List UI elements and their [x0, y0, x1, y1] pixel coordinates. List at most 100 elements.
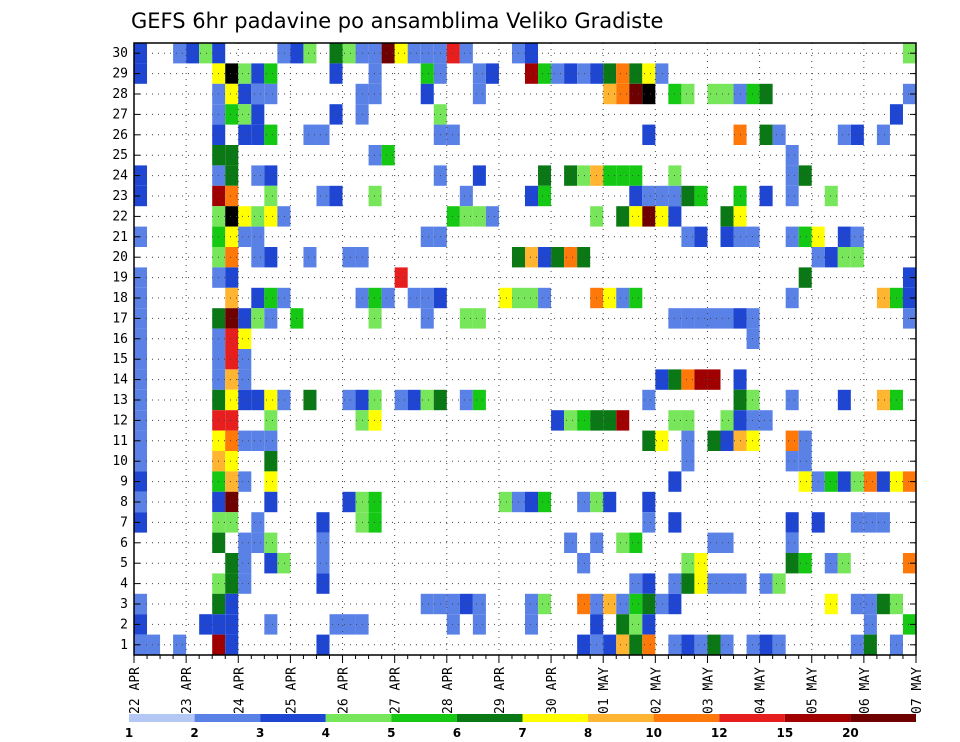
heatmap-cell — [446, 614, 460, 635]
heatmap-cell — [603, 287, 617, 309]
x-tick-label: 29 APR — [493, 667, 508, 714]
heatmap-cell — [681, 308, 695, 329]
heatmap-cell — [681, 369, 695, 390]
heatmap-cell — [863, 634, 877, 655]
y-tick-label: 22 — [112, 209, 128, 224]
heatmap-cell — [329, 104, 343, 125]
heatmap-cell — [368, 43, 382, 64]
heatmap-cell — [472, 308, 486, 329]
heatmap-cell — [173, 43, 187, 64]
heatmap-cell — [616, 532, 630, 553]
heatmap-cell — [577, 634, 591, 655]
heatmap-cell — [876, 471, 890, 492]
heatmap-cell — [225, 389, 239, 411]
heatmap-cell — [629, 206, 643, 227]
colorbar-swatch — [260, 714, 326, 722]
heatmap-cell — [329, 63, 343, 84]
y-axis: 1234567891011121314151617181920212223242… — [112, 46, 916, 653]
chart-title: GEFS 6hr padavine po ansamblima Veliko G… — [131, 9, 663, 33]
colorbar-swatch — [194, 714, 261, 722]
heatmap-cell — [759, 410, 773, 431]
heatmap-cell — [772, 573, 786, 594]
heatmap-cell — [368, 63, 382, 84]
heatmap-cell — [720, 410, 734, 431]
heatmap-cell — [850, 593, 864, 615]
y-tick-label: 29 — [112, 67, 128, 82]
colorbar-swatch — [391, 714, 457, 722]
heatmap-cell — [251, 512, 265, 533]
heatmap-cell — [225, 267, 239, 288]
heatmap-cell — [329, 185, 343, 207]
heatmap-cell — [629, 614, 643, 635]
heatmap-cell — [655, 206, 669, 227]
colorbar-swatch — [522, 714, 589, 722]
heatmap-cell — [616, 206, 630, 227]
heatmap-cell — [277, 553, 291, 574]
heatmap-cell — [863, 471, 877, 492]
heatmap-cell — [368, 83, 382, 105]
heatmap-cell — [798, 553, 812, 574]
heatmap-cell — [225, 369, 239, 390]
heatmap-cell — [798, 267, 812, 288]
heatmap-cell — [186, 43, 200, 64]
heatmap-cell — [264, 553, 278, 574]
heatmap-cell — [564, 63, 578, 84]
heatmap-cell — [238, 553, 252, 574]
colorbar-swatch — [456, 714, 523, 722]
heatmap-cell — [577, 63, 591, 84]
heatmap-cell — [616, 410, 630, 431]
heatmap-cell — [238, 63, 252, 84]
grid-lines — [134, 43, 916, 655]
heatmap-cell — [264, 410, 278, 431]
heatmap-cell — [485, 206, 499, 227]
heatmap-cell — [472, 63, 486, 84]
heatmap-cell — [316, 512, 330, 533]
heatmap-cell — [785, 512, 799, 533]
heatmap-cell — [525, 593, 539, 615]
heatmap-cell — [407, 287, 421, 309]
heatmap-cell — [264, 185, 278, 207]
heatmap-cell — [655, 369, 669, 390]
heatmap-cell — [629, 532, 643, 553]
y-tick-label: 10 — [112, 454, 128, 469]
heatmap-cell — [798, 226, 812, 247]
heatmap-cell — [850, 226, 864, 247]
heatmap-cell — [264, 83, 278, 105]
heatmap-cell — [225, 553, 239, 574]
heatmap-cell — [368, 389, 382, 411]
heatmap-cell — [850, 247, 864, 268]
heatmap-cell — [746, 226, 760, 247]
heatmap-cell — [785, 451, 799, 472]
heatmap-cell — [472, 206, 486, 227]
y-tick-label: 14 — [112, 373, 128, 388]
y-tick-label: 9 — [120, 475, 128, 490]
heatmap-cell — [772, 634, 786, 655]
colorbar-swatch — [719, 714, 785, 722]
heatmap-cell — [368, 410, 382, 431]
heatmap-cell — [238, 471, 252, 492]
colorbar-swatch — [325, 714, 392, 722]
heatmap-cell — [850, 512, 864, 533]
heatmap-cell — [629, 165, 643, 186]
heatmap-cell — [238, 573, 252, 594]
heatmap-cell — [902, 308, 916, 329]
heatmap-cell — [655, 63, 669, 84]
heatmap-cell — [420, 389, 434, 411]
heatmap-cell — [238, 226, 252, 247]
heatmap-cell — [225, 308, 239, 329]
heatmap-cell — [603, 83, 617, 105]
heatmap-cell — [902, 471, 916, 492]
heatmap-cell — [642, 389, 656, 411]
heatmap-cell — [642, 63, 656, 84]
y-tick-label: 6 — [120, 536, 128, 551]
heatmap-cell — [264, 389, 278, 411]
heatmap-cell — [681, 430, 695, 451]
heatmap-cell — [681, 185, 695, 207]
heatmap-cell — [316, 532, 330, 553]
y-tick-label: 27 — [112, 107, 128, 122]
heatmap-cell — [629, 185, 643, 207]
heatmap-cell — [772, 124, 786, 145]
heatmap-cell — [459, 308, 473, 329]
heatmap-cell — [538, 185, 552, 207]
colorbar-label: 20 — [842, 726, 859, 740]
